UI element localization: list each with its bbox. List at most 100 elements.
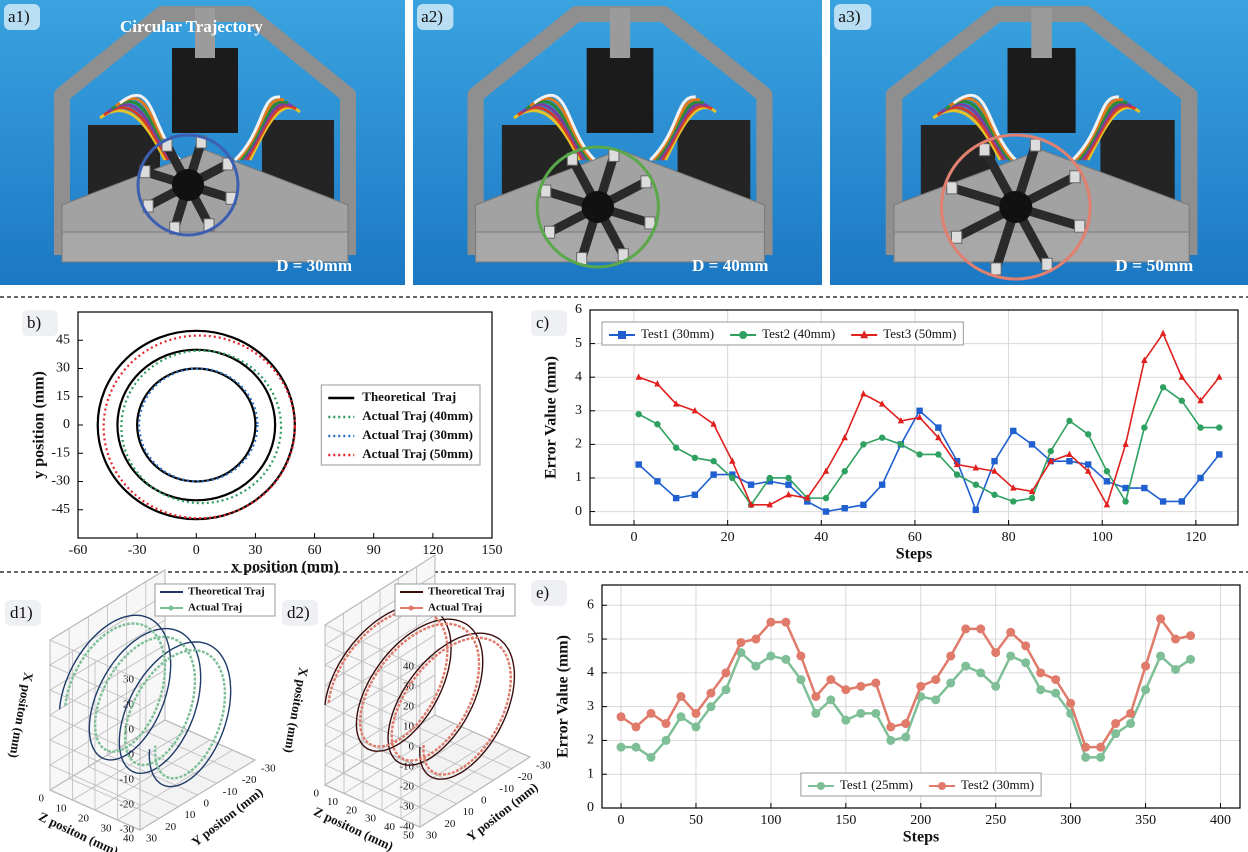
marker bbox=[729, 475, 735, 481]
marker bbox=[1081, 743, 1090, 752]
marker bbox=[751, 635, 760, 644]
y-axis-title: Error Value (mm) bbox=[543, 356, 560, 479]
y-tick-label: 30 bbox=[426, 830, 438, 842]
marker bbox=[1111, 719, 1120, 728]
x-tick-label: 20 bbox=[403, 701, 415, 713]
marker bbox=[1179, 398, 1185, 404]
marker bbox=[721, 685, 730, 694]
y-tick-label: 30 bbox=[56, 361, 70, 376]
x-tick-label: 30 bbox=[248, 543, 262, 558]
x-tick-label: 120 bbox=[1185, 530, 1206, 545]
z-tick-label: 40 bbox=[123, 833, 135, 845]
marker bbox=[841, 685, 850, 694]
legend-label: Actual Traj bbox=[188, 602, 242, 614]
marker bbox=[1141, 662, 1150, 671]
finger-tip bbox=[1042, 258, 1052, 270]
marker bbox=[1171, 635, 1180, 644]
marker bbox=[842, 468, 848, 474]
finger-tip bbox=[979, 144, 989, 156]
marker bbox=[931, 695, 940, 704]
z-tick-label: 10 bbox=[327, 796, 339, 808]
marker bbox=[976, 668, 985, 677]
photo-label: a1) bbox=[8, 7, 30, 26]
marker bbox=[898, 441, 904, 447]
y-tick-label: 3 bbox=[587, 699, 594, 714]
x-axis-title: Steps bbox=[896, 546, 932, 563]
x-tick-label: 200 bbox=[910, 813, 931, 828]
y-tick-label: 15 bbox=[56, 389, 70, 404]
marker bbox=[706, 689, 715, 698]
marker bbox=[632, 722, 641, 731]
marker bbox=[991, 682, 1000, 691]
marker bbox=[1010, 428, 1016, 434]
marker bbox=[766, 651, 775, 660]
marker bbox=[1122, 498, 1128, 504]
x-axis-title: x position (mm) bbox=[231, 559, 339, 576]
x-tick-label: 90 bbox=[367, 543, 381, 558]
y-tick-label: 0 bbox=[481, 795, 487, 807]
x-tick-label: 60 bbox=[308, 543, 322, 558]
photo-label: a2) bbox=[421, 7, 443, 26]
y-tick-label: 2 bbox=[575, 437, 582, 452]
marker bbox=[1141, 485, 1147, 491]
marker bbox=[673, 445, 679, 451]
marker bbox=[766, 618, 775, 627]
marker bbox=[673, 495, 679, 501]
marker bbox=[973, 507, 979, 513]
legend-label: Test2 (40mm) bbox=[762, 326, 835, 341]
page: a1)D = 30mmCircular Trajectorya2)D = 40m… bbox=[0, 0, 1248, 852]
figure: a1)D = 30mmCircular Trajectorya2)D = 40m… bbox=[0, 0, 1248, 852]
marker bbox=[811, 692, 820, 701]
photo: a3)D = 50mm bbox=[830, 0, 1248, 285]
marker bbox=[706, 702, 715, 711]
x-tick-label: 40 bbox=[814, 530, 828, 545]
legend: Theoretical TrajActual Traj bbox=[155, 584, 275, 616]
marker bbox=[991, 458, 997, 464]
marker bbox=[1197, 424, 1203, 430]
marker bbox=[691, 709, 700, 718]
marker bbox=[654, 478, 660, 484]
marker bbox=[691, 722, 700, 731]
x-tick-label: 150 bbox=[482, 543, 503, 558]
marker bbox=[1141, 685, 1150, 694]
finger-tip bbox=[947, 182, 957, 194]
marker bbox=[785, 481, 791, 487]
x-tick-label: 30 bbox=[123, 674, 135, 686]
marker bbox=[976, 624, 985, 633]
finger-tip bbox=[1070, 171, 1080, 183]
marker bbox=[961, 662, 970, 671]
marker bbox=[916, 682, 925, 691]
legend-label: Actual Traj bbox=[428, 602, 482, 614]
marker bbox=[661, 719, 670, 728]
y-tick-label: 30 bbox=[146, 833, 158, 845]
marker bbox=[1141, 424, 1147, 430]
finger-tip bbox=[1030, 139, 1040, 151]
photo: a2)D = 40mm bbox=[413, 0, 822, 285]
legend-label: Test2 (30mm) bbox=[961, 777, 1034, 792]
marker bbox=[817, 782, 825, 790]
panel-label: b) bbox=[27, 313, 41, 332]
marker bbox=[647, 709, 656, 718]
legend-label: Test1 (30mm) bbox=[641, 326, 714, 341]
marker bbox=[935, 451, 941, 457]
legend-label: Test3 (50mm) bbox=[883, 326, 956, 341]
y-tick-label: 0 bbox=[587, 800, 594, 815]
x-tick-label: -30 bbox=[128, 543, 147, 558]
z-tick-label: 0 bbox=[314, 788, 320, 800]
marker bbox=[617, 712, 626, 721]
y-tick-label: 20 bbox=[165, 821, 177, 833]
x-tick-label: 50 bbox=[689, 813, 703, 828]
y-tick-label: 3 bbox=[575, 403, 582, 418]
marker bbox=[632, 743, 641, 752]
x-tick-label: 100 bbox=[1092, 530, 1113, 545]
y-tick-label: -45 bbox=[51, 502, 70, 517]
marker bbox=[635, 461, 641, 467]
y-tick-label: 1 bbox=[575, 470, 582, 485]
legend-label: Actual Traj (50mm) bbox=[362, 446, 473, 461]
marker bbox=[692, 492, 698, 498]
marker bbox=[617, 743, 626, 752]
y-tick-label: -10 bbox=[499, 783, 514, 795]
y-tick-label: 0 bbox=[63, 417, 70, 432]
x-tick-label: 80 bbox=[1002, 530, 1016, 545]
hub bbox=[582, 191, 614, 223]
